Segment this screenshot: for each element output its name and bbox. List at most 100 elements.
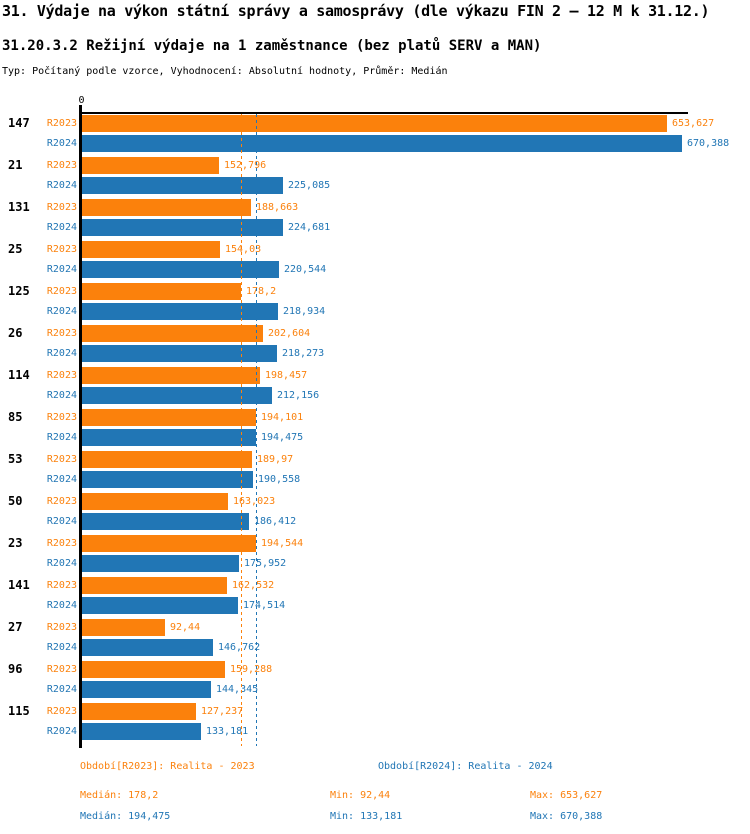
bar-r2024 (82, 303, 278, 320)
series-label-r2023: R2023 (46, 370, 77, 381)
value-label-r2023: 163,023 (233, 496, 276, 507)
x-axis-line (79, 112, 688, 114)
bar-r2023 (82, 577, 227, 594)
category-label: 23 (8, 536, 23, 550)
page-title: 31. Výdaje na výkon státní správy a samo… (2, 2, 710, 20)
bar-r2023 (82, 661, 225, 678)
value-label-r2023: 653,627 (672, 118, 715, 129)
bar-r2023 (82, 367, 260, 384)
chart-meta-line: Typ: Počítaný podle vzorce, Vyhodnocení:… (2, 66, 448, 77)
value-label-r2024: 670,388 (687, 138, 730, 149)
category-label: 27 (8, 620, 23, 634)
value-label-r2023: 159,288 (230, 664, 273, 675)
chart-subtitle: 31.20.3.2 Režijní výdaje na 1 zaměstnanc… (2, 38, 542, 54)
bar-r2023 (82, 199, 251, 216)
series-label-r2023: R2023 (46, 202, 77, 213)
legend-r2023: Období[R2023]: Realita - 2023 (80, 761, 255, 772)
value-label-r2023: 194,544 (261, 538, 304, 549)
category-label: 53 (8, 452, 23, 466)
value-label-r2023: 189,97 (257, 454, 294, 465)
category-label: 115 (8, 704, 30, 718)
value-label-r2023: 198,457 (265, 370, 308, 381)
category-label: 96 (8, 662, 23, 676)
series-label-r2024: R2024 (46, 726, 77, 737)
bar-r2024 (82, 135, 682, 152)
value-label-r2024: 218,934 (283, 306, 326, 317)
category-label: 147 (8, 116, 30, 130)
series-label-r2024: R2024 (46, 474, 77, 485)
series-label-r2024: R2024 (46, 516, 77, 527)
series-label-r2024: R2024 (46, 432, 77, 443)
value-label-r2024: 146,762 (218, 642, 261, 653)
value-label-r2023: 202,604 (268, 328, 311, 339)
category-label: 85 (8, 410, 23, 424)
legend-r2024: Období[R2024]: Realita - 2024 (378, 761, 553, 772)
series-label-r2024: R2024 (46, 348, 77, 359)
value-label-r2024: 175,952 (244, 558, 287, 569)
series-label-r2024: R2024 (46, 600, 77, 611)
value-label-r2023: 194,101 (261, 412, 304, 423)
y-axis-line (79, 105, 82, 748)
value-label-r2023: 162,532 (232, 580, 275, 591)
value-label-r2024: 174,514 (243, 600, 286, 611)
bar-r2023 (82, 493, 228, 510)
bar-r2023 (82, 703, 196, 720)
bar-r2024 (82, 597, 238, 614)
bar-r2023 (82, 451, 252, 468)
series-label-r2023: R2023 (46, 580, 77, 591)
bar-r2024 (82, 261, 279, 278)
bar-r2023 (82, 619, 165, 636)
category-label: 114 (8, 368, 30, 382)
value-label-r2023: 188,663 (256, 202, 299, 213)
series-label-r2024: R2024 (46, 264, 77, 275)
stat-median-r2024: Medián: 194,475 (80, 811, 171, 822)
series-label-r2023: R2023 (46, 118, 77, 129)
series-label-r2023: R2023 (46, 496, 77, 507)
series-label-r2023: R2023 (46, 622, 77, 633)
series-label-r2024: R2024 (46, 180, 77, 191)
category-label: 25 (8, 242, 23, 256)
value-label-r2024: 212,156 (277, 390, 320, 401)
bar-r2023 (82, 409, 256, 426)
median-line-r2024 (256, 114, 257, 746)
series-label-r2023: R2023 (46, 412, 77, 423)
stat-min-r2023: Min: 92,44 (330, 790, 391, 801)
series-label-r2024: R2024 (46, 138, 77, 149)
bar-r2024 (82, 681, 211, 698)
series-label-r2024: R2024 (46, 222, 77, 233)
axis-zero-label: 0 (78, 95, 85, 106)
series-label-r2023: R2023 (46, 160, 77, 171)
stat-max-r2023: Max: 653,627 (530, 790, 603, 801)
value-label-r2024: 133,181 (206, 726, 249, 737)
series-label-r2023: R2023 (46, 454, 77, 465)
median-line-r2023 (241, 114, 242, 746)
stat-min-r2024: Min: 133,181 (330, 811, 403, 822)
value-label-r2024: 144,345 (216, 684, 259, 695)
stat-max-r2024: Max: 670,388 (530, 811, 603, 822)
series-label-r2023: R2023 (46, 244, 77, 255)
series-label-r2024: R2024 (46, 558, 77, 569)
bar-r2024 (82, 639, 213, 656)
value-label-r2024: 220,544 (284, 264, 327, 275)
value-label-r2024: 224,681 (288, 222, 331, 233)
value-label-r2023: 92,44 (170, 622, 201, 633)
value-label-r2024: 186,412 (254, 516, 297, 527)
series-label-r2023: R2023 (46, 706, 77, 717)
bar-r2023 (82, 325, 263, 342)
bar-r2024 (82, 219, 283, 236)
series-label-r2024: R2024 (46, 390, 77, 401)
bar-r2024 (82, 345, 277, 362)
bar-r2023 (82, 241, 220, 258)
bar-r2024 (82, 555, 239, 572)
value-label-r2023: 178,2 (246, 286, 277, 297)
category-label: 131 (8, 200, 30, 214)
category-label: 125 (8, 284, 30, 298)
series-label-r2024: R2024 (46, 306, 77, 317)
category-label: 21 (8, 158, 23, 172)
series-label-r2024: R2024 (46, 642, 77, 653)
value-label-r2024: 194,475 (261, 432, 304, 443)
bar-r2024 (82, 429, 256, 446)
bar-r2023 (82, 157, 219, 174)
series-label-r2023: R2023 (46, 328, 77, 339)
